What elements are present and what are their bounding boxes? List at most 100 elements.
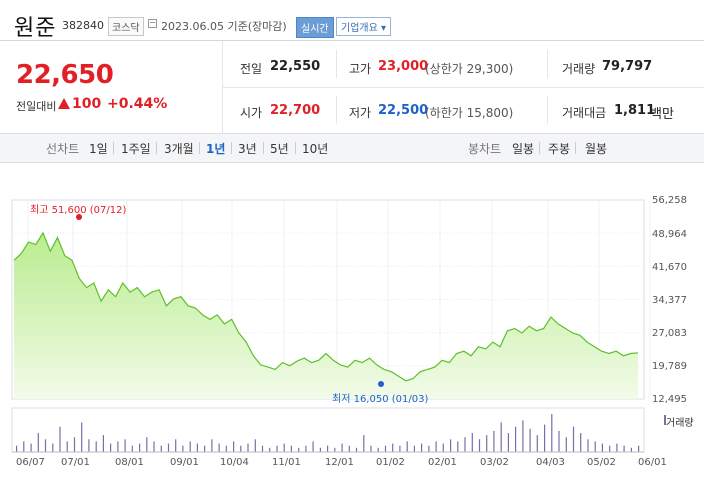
volume-bar bbox=[225, 445, 227, 452]
volume-bar bbox=[117, 441, 119, 452]
volume-bar bbox=[211, 439, 213, 452]
volume-bar bbox=[30, 443, 32, 452]
volume-bar bbox=[515, 426, 517, 452]
x-tick: 05/02 bbox=[587, 457, 616, 468]
volume-bar bbox=[146, 437, 148, 452]
high-value: 23,000 bbox=[378, 59, 429, 74]
low-annotation: 최저 16,050 (01/03) bbox=[332, 394, 429, 405]
volume-bar bbox=[131, 445, 133, 452]
volume-bar bbox=[88, 439, 90, 452]
company-overview-dropdown[interactable]: 기업개요 ▾ bbox=[336, 17, 391, 36]
volume-bar bbox=[399, 445, 401, 452]
calendar-icon bbox=[148, 19, 157, 28]
change-label: 전일대비 bbox=[16, 100, 57, 113]
y-tick: 27,083 bbox=[652, 328, 687, 339]
change-percent: +0.44% bbox=[107, 96, 168, 112]
volume-bar bbox=[609, 445, 611, 452]
x-tick: 09/01 bbox=[170, 457, 199, 468]
volume-bar bbox=[638, 445, 640, 452]
candle-weekly[interactable]: 주봉 bbox=[548, 142, 571, 156]
y-tick: 41,670 bbox=[652, 262, 687, 273]
volume-frame bbox=[11, 407, 645, 453]
period-1d[interactable]: 1일 bbox=[89, 142, 108, 156]
volume-bar bbox=[139, 443, 141, 452]
volume-bar bbox=[536, 435, 538, 452]
volume-bar bbox=[153, 441, 155, 452]
volume-bar bbox=[233, 441, 235, 452]
volume-bar bbox=[276, 445, 278, 452]
x-tick: 06/07 bbox=[16, 457, 45, 468]
separator bbox=[199, 142, 200, 154]
stats-col-divider bbox=[547, 50, 548, 78]
volume-bar bbox=[392, 443, 394, 452]
volume-bar bbox=[630, 447, 632, 452]
volume-bar bbox=[247, 443, 249, 452]
header-divider bbox=[0, 40, 704, 41]
volume-bar bbox=[565, 437, 567, 452]
volume-bar bbox=[493, 430, 495, 452]
volume-bar bbox=[269, 447, 271, 452]
candle-monthly[interactable]: 월봉 bbox=[585, 142, 608, 156]
volume-bar bbox=[478, 439, 481, 452]
separator bbox=[575, 142, 576, 154]
y-tick: 48,964 bbox=[652, 229, 687, 240]
volume-bar bbox=[37, 433, 39, 452]
y-tick: 19,789 bbox=[652, 361, 687, 372]
period-1w[interactable]: 1주일 bbox=[121, 142, 151, 156]
volume-bar bbox=[327, 445, 329, 452]
stats-col-divider bbox=[336, 50, 337, 78]
volume-bar bbox=[305, 445, 307, 452]
candle-daily[interactable]: 일봉 bbox=[512, 142, 535, 156]
stats-row-divider bbox=[222, 87, 704, 88]
x-tick: 04/03 bbox=[536, 457, 565, 468]
prev-close-label: 전일 bbox=[240, 62, 263, 76]
volume-bar bbox=[486, 435, 488, 452]
realtime-button[interactable]: 실시간 bbox=[296, 17, 334, 38]
volume-bar bbox=[175, 439, 177, 452]
x-tick: 06/01 bbox=[638, 457, 667, 468]
period-5y[interactable]: 5년 bbox=[270, 142, 289, 156]
volume-bar bbox=[450, 439, 452, 452]
volume-legend: 거래량 bbox=[666, 418, 694, 429]
volume-bar bbox=[348, 445, 350, 452]
period-3m[interactable]: 3개월 bbox=[164, 142, 194, 156]
volume-bar bbox=[102, 435, 104, 452]
x-tick: 03/02 bbox=[480, 457, 509, 468]
volume-bar bbox=[435, 441, 437, 452]
volume-bar bbox=[283, 443, 285, 452]
volume-bar bbox=[421, 443, 423, 452]
separator bbox=[539, 142, 540, 154]
trade-amount-label: 거래대금 bbox=[562, 106, 607, 120]
volume-bar bbox=[572, 426, 575, 452]
period-toolbar bbox=[0, 133, 704, 163]
volume-bar bbox=[81, 422, 83, 452]
volume-bar bbox=[587, 439, 589, 452]
current-price: 22,650 bbox=[16, 60, 114, 90]
volume-bar bbox=[290, 445, 292, 452]
high-label: 고가 bbox=[349, 62, 372, 76]
trade-amount-unit: 백만 bbox=[650, 107, 674, 122]
stats-col-divider bbox=[547, 96, 548, 124]
volume-bar bbox=[167, 443, 170, 452]
volume-bar bbox=[52, 443, 54, 452]
volume-bar bbox=[298, 447, 300, 452]
volume-bar bbox=[355, 447, 358, 452]
volume-bar bbox=[240, 445, 242, 452]
separator bbox=[113, 142, 114, 154]
x-tick: 11/01 bbox=[272, 457, 301, 468]
stats-col-divider bbox=[336, 96, 337, 124]
period-10y[interactable]: 10년 bbox=[302, 142, 329, 156]
period-1y[interactable]: 1년 bbox=[206, 142, 226, 156]
volume-bar bbox=[59, 426, 61, 452]
trade-amount-value: 1,811 bbox=[614, 103, 656, 118]
volume-bar bbox=[500, 422, 502, 452]
volume-bar bbox=[254, 439, 256, 452]
volume-bar bbox=[384, 445, 387, 452]
upper-limit: (상한가 29,300) bbox=[425, 62, 514, 76]
volume-bar bbox=[204, 445, 206, 452]
market-badge: 코스닥 bbox=[108, 17, 144, 36]
volume-bar bbox=[66, 441, 68, 452]
period-3y[interactable]: 3년 bbox=[238, 142, 257, 156]
volume-bar bbox=[601, 443, 603, 452]
